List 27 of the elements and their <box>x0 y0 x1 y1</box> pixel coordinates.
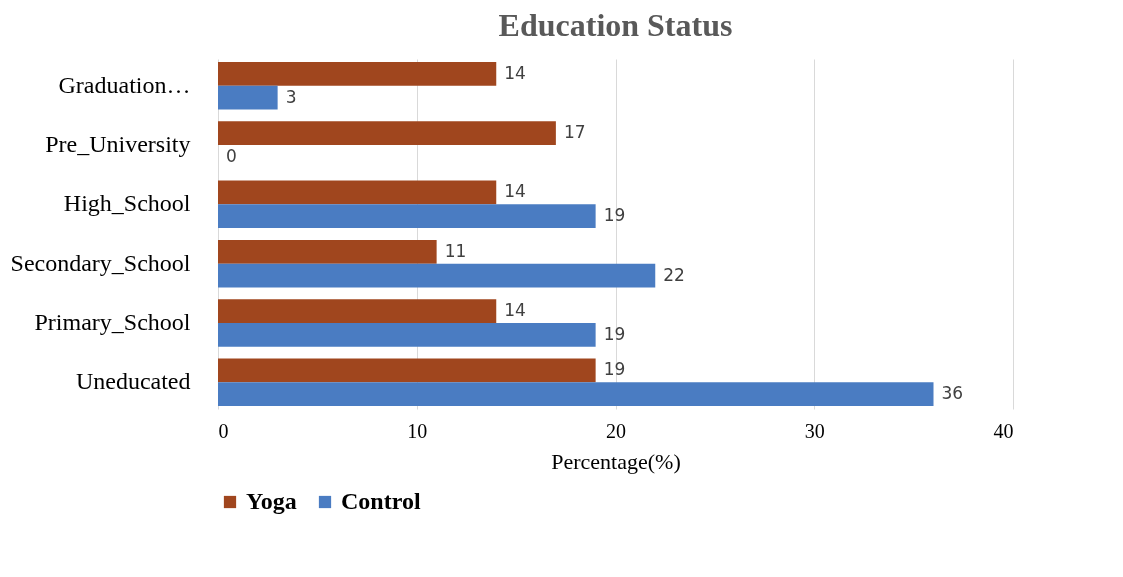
y-tick-label: Uneducated <box>75 368 191 395</box>
y-tick-label: Secondary_School <box>10 249 191 276</box>
legend-label: Control <box>341 488 421 514</box>
x-tick-label: 20 <box>606 419 626 442</box>
data-label: 3 <box>285 86 297 107</box>
legend-label: Yoga <box>246 488 297 514</box>
y-tick-label: Primary_School <box>34 308 191 335</box>
data-label: 19 <box>603 205 626 226</box>
data-label: 36 <box>941 383 964 404</box>
data-label: 0 <box>226 145 237 166</box>
data-label: 11 <box>444 240 467 261</box>
data-label: 22 <box>663 264 685 285</box>
x-axis-title: Percentage(%) <box>551 448 681 474</box>
data-label: 14 <box>504 300 526 321</box>
data-label: 17 <box>563 122 586 143</box>
y-tick-label: Graduation… <box>58 71 191 98</box>
data-label: 14 <box>504 62 526 83</box>
data-label: 14 <box>504 181 526 202</box>
x-tick-label: 10 <box>407 419 428 442</box>
data-label: 19 <box>603 323 626 344</box>
x-tick-label: 40 <box>993 419 1014 442</box>
data-label: 19 <box>603 359 626 380</box>
y-tick-label: Pre_University <box>45 131 191 158</box>
chart-title: Education Status <box>498 7 733 43</box>
x-tick-label: 30 <box>804 419 825 442</box>
x-tick-label: 0 <box>218 419 229 442</box>
y-tick-label: High_School <box>63 190 191 217</box>
